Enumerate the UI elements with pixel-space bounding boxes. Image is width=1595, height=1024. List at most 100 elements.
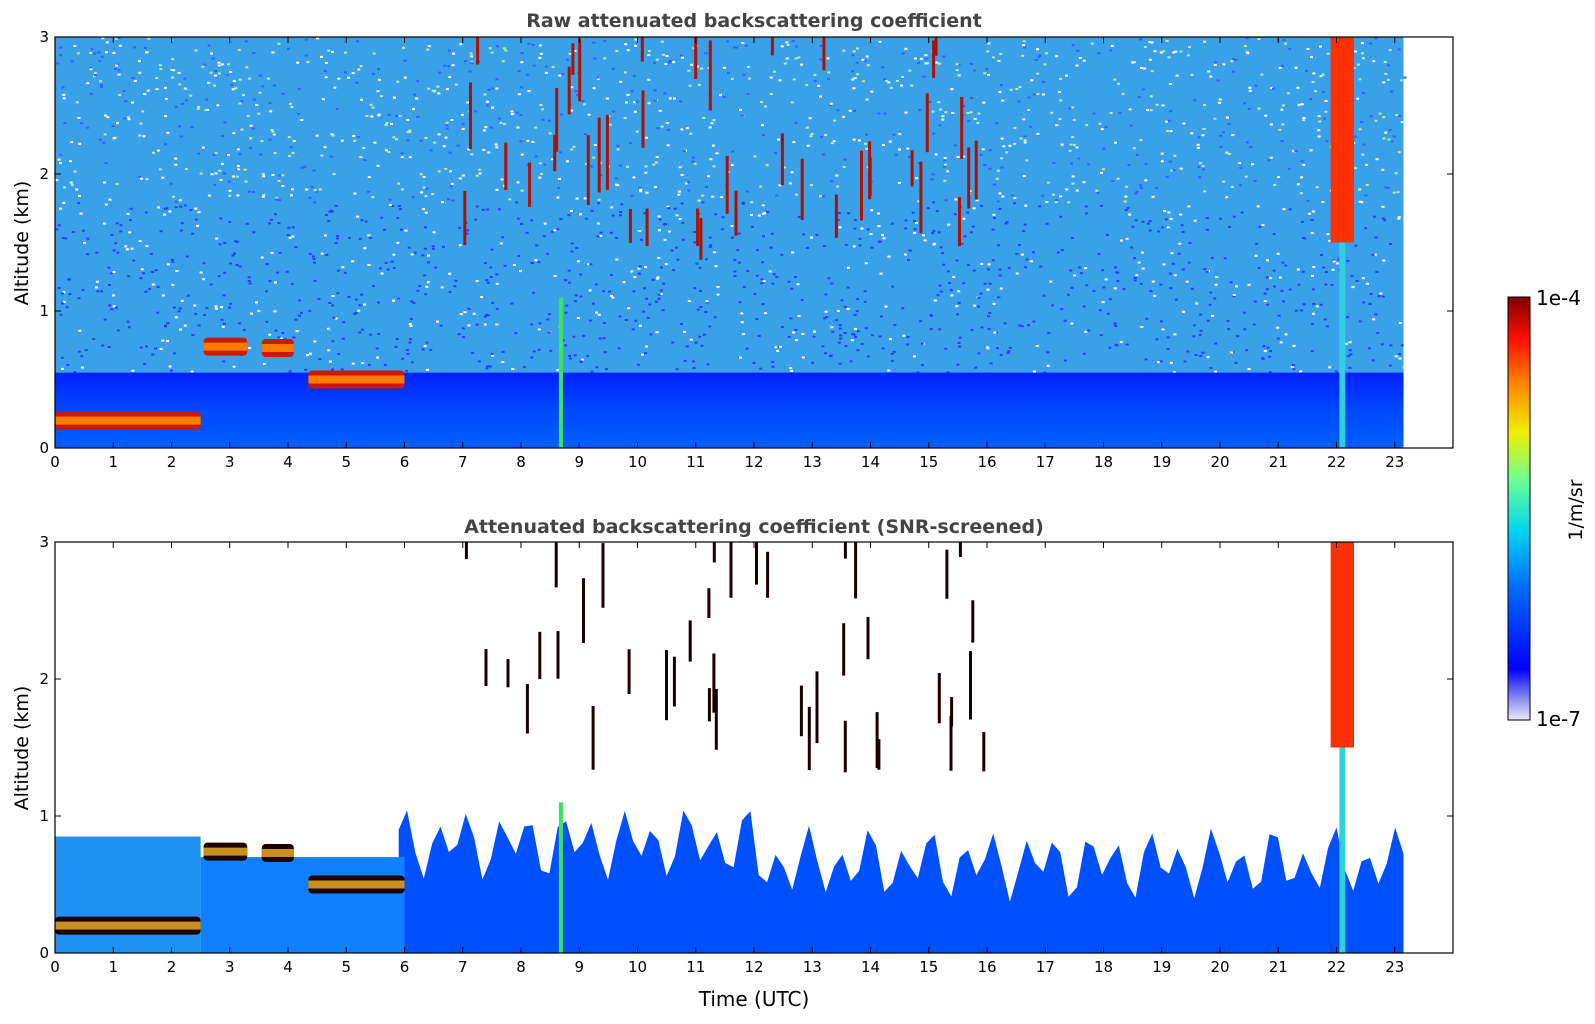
noise-speckle [1110, 44, 1114, 47]
noise-speckle [1005, 221, 1009, 224]
noise-speckle [1018, 243, 1021, 246]
noise-speckle [115, 64, 119, 67]
noise-speckle [543, 222, 547, 225]
noise-speckle [1054, 201, 1058, 204]
noise-speckle [1059, 195, 1063, 198]
noise-speckle [1273, 184, 1277, 186]
noise-speckle [131, 77, 135, 80]
noise-speckle [179, 135, 183, 138]
noise-speckle [626, 49, 630, 52]
noise-speckle [1191, 287, 1194, 290]
noise-speckle [700, 344, 704, 347]
noise-speckle [567, 214, 571, 217]
noise-speckle [564, 279, 568, 282]
noise-speckle [712, 165, 716, 168]
cloud-layer-core [203, 342, 248, 351]
noise-speckle [1305, 69, 1308, 72]
noise-speckle [73, 45, 77, 47]
noise-speckle [1255, 242, 1259, 245]
noise-speckle [423, 247, 427, 250]
x-tick-label: 10 [628, 453, 647, 471]
noise-speckle [800, 299, 804, 302]
noise-speckle [112, 249, 116, 252]
noise-speckle [172, 69, 176, 72]
noise-speckle [213, 184, 217, 186]
noise-speckle [261, 85, 265, 88]
noise-speckle [856, 349, 860, 352]
noise-speckle [1186, 350, 1190, 353]
noise-speckle [696, 308, 700, 311]
precipitation-column [1330, 37, 1354, 243]
noise-speckle [1291, 150, 1295, 153]
cirrus-streak [734, 190, 738, 236]
noise-speckle [645, 297, 649, 300]
noise-speckle [662, 223, 666, 226]
noise-speckle [610, 295, 613, 297]
cirrus-streak [950, 697, 954, 727]
noise-speckle [294, 318, 298, 321]
x-tick-label: 9 [574, 453, 584, 471]
noise-speckle [367, 234, 371, 237]
noise-speckle [998, 208, 1002, 210]
noise-speckle [913, 228, 917, 231]
noise-speckle [655, 156, 659, 158]
noise-speckle [235, 264, 239, 266]
noise-speckle [488, 47, 492, 50]
noise-speckle [380, 95, 383, 98]
noise-speckle [70, 183, 74, 186]
noise-speckle [1387, 187, 1390, 189]
noise-speckle [94, 74, 97, 77]
noise-speckle [107, 266, 111, 269]
noise-speckle [191, 232, 195, 235]
noise-speckle [617, 347, 621, 350]
noise-speckle [632, 290, 636, 293]
noise-speckle [324, 76, 328, 79]
noise-speckle [592, 41, 596, 44]
noise-speckle [485, 367, 489, 370]
noise-speckle [888, 140, 892, 143]
cirrus-streak [868, 141, 872, 200]
noise-speckle [252, 231, 256, 234]
noise-speckle [1245, 50, 1249, 53]
noise-speckle [789, 367, 793, 370]
noise-speckle [1143, 67, 1147, 70]
noise-speckle [570, 148, 574, 151]
noise-speckle [550, 158, 554, 161]
noise-speckle [1153, 50, 1157, 53]
noise-speckle [973, 69, 977, 72]
noise-speckle [262, 362, 266, 365]
noise-speckle [1066, 293, 1070, 296]
noise-speckle [741, 201, 745, 204]
noise-speckle [334, 242, 338, 245]
noise-speckle [993, 183, 997, 186]
noise-speckle [602, 322, 606, 324]
noise-speckle [1065, 74, 1068, 77]
noise-speckle [1125, 185, 1129, 188]
y-tick-label: 2 [39, 165, 49, 183]
noise-speckle [1181, 231, 1185, 233]
noise-speckle [1346, 259, 1350, 262]
noise-speckle [291, 235, 295, 238]
noise-speckle [700, 67, 704, 70]
noise-speckle [1170, 169, 1174, 172]
noise-speckle [427, 87, 431, 90]
noise-speckle [343, 51, 347, 54]
noise-speckle [271, 51, 275, 54]
noise-speckle [573, 49, 577, 52]
noise-speckle [1092, 290, 1096, 293]
noise-speckle [883, 112, 887, 115]
noise-speckle [1374, 119, 1378, 122]
noise-speckle [1244, 175, 1248, 178]
noise-speckle [770, 232, 774, 235]
noise-speckle [655, 58, 659, 61]
noise-speckle [694, 341, 698, 344]
noise-speckle [228, 194, 232, 197]
noise-speckle [1277, 176, 1281, 179]
noise-speckle [520, 86, 523, 89]
noise-speckle [638, 265, 642, 268]
noise-speckle [1147, 222, 1150, 225]
noise-speckle [938, 284, 942, 287]
cloud-layer-core [261, 343, 294, 352]
noise-speckle [977, 352, 981, 355]
noise-speckle [1198, 162, 1202, 165]
